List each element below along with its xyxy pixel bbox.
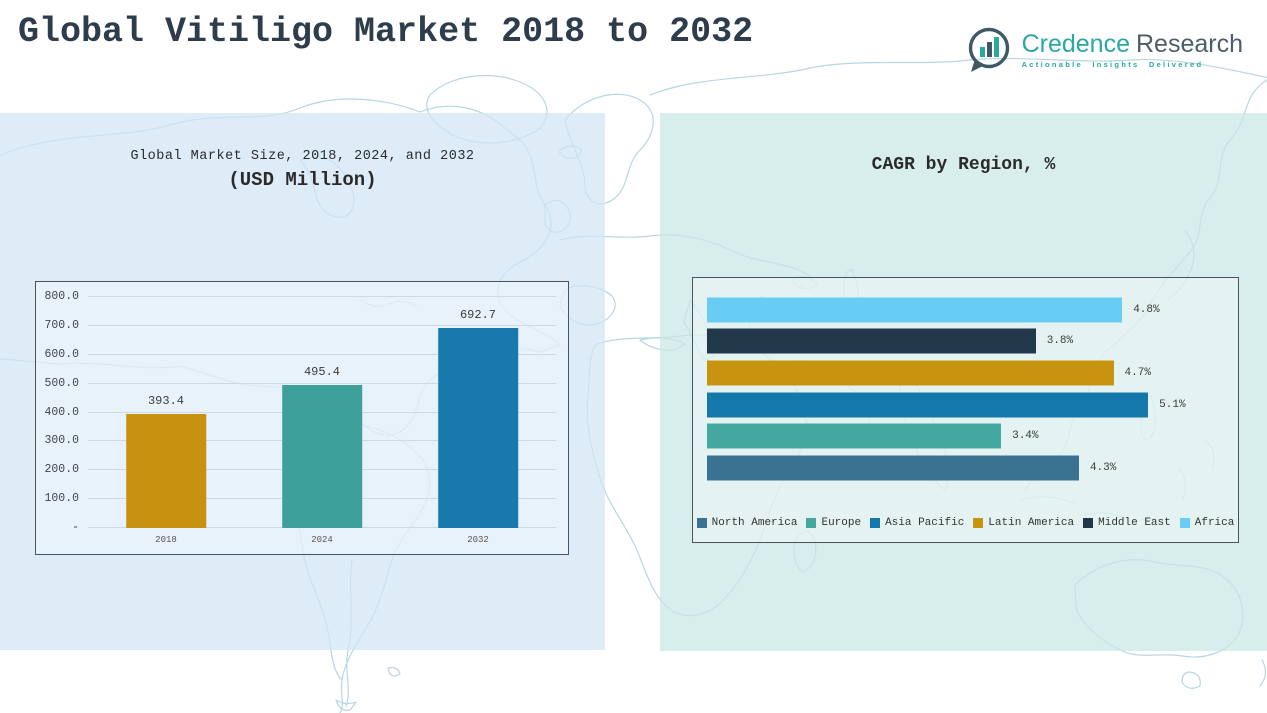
market-size-title-line1: Global Market Size, 2018, 2024, and 2032 [130, 149, 475, 164]
bar-group-2024: 495.4 2024 [282, 297, 362, 545]
bar-row-north-america: 4.3% [707, 452, 1226, 484]
bar-row-europe: 3.4% [707, 421, 1226, 453]
legend-label: Asia Pacific [885, 517, 965, 529]
legend-item-asia-pacific: Asia Pacific [870, 517, 964, 529]
bar-asia-pacific [707, 392, 1149, 418]
cagr-legend: North America Europe Asia Pacific Latin Ame… [693, 517, 1238, 529]
x-axis-label-2024: 2024 [311, 535, 333, 545]
legend-swatch-icon [1179, 518, 1190, 528]
market-size-chart: - 100.0 200.0 300.0 400.0 500.0 600.0 700.0 800.… [35, 281, 569, 555]
legend-label: Middle East [1098, 517, 1171, 529]
bar-value-africa: 4.8% [1133, 303, 1160, 316]
bar-row-latin-america: 4.7% [707, 357, 1226, 389]
cagr-panel: CAGR by Region, % 4.8% 3.8% 4.7% 5.1% 3.4% 4.… [660, 113, 1267, 651]
y-axis-tick-200: 200.0 [44, 463, 79, 477]
legend-item-africa: Africa [1179, 517, 1235, 529]
y-axis-tick-800: 800.0 [44, 290, 79, 303]
bar-europe [707, 423, 1002, 449]
legend-item-europe: Europe [806, 517, 861, 529]
page-title: Global Vitiligo Market 2018 to 2032 [18, 12, 754, 52]
bar-2032 [438, 327, 518, 528]
bar-middle-east [707, 328, 1036, 354]
cagr-chart-title: CAGR by Region, % [660, 155, 1267, 175]
bar-group-2018: 393.4 2018 [126, 297, 206, 545]
legend-swatch-icon [870, 518, 881, 528]
y-axis-tick-700: 700.0 [44, 318, 79, 332]
legend-swatch-icon [973, 518, 984, 528]
x-axis-label-2032: 2032 [467, 535, 489, 545]
bar-value-europe: 3.4% [1012, 430, 1039, 443]
legend-item-north-america: North America [696, 517, 798, 529]
bar-value-north-america: 4.3% [1089, 462, 1117, 475]
x-axis-label-2018: 2018 [155, 535, 177, 545]
legend-label: Europe [821, 517, 862, 529]
bar-value-middle-east: 3.8% [1046, 335, 1074, 348]
legend-swatch-icon [696, 518, 707, 528]
cagr-chart: 4.8% 3.8% 4.7% 5.1% 3.4% 4.3% North America Eu… [692, 277, 1239, 543]
cagr-title-text: CAGR by Region, % [871, 155, 1056, 175]
logo-bar-chart-bubble-icon [968, 27, 1009, 72]
gridline-500 [88, 382, 556, 384]
market-size-title-line2: (USD Million) [228, 169, 377, 191]
legend-swatch-icon [806, 518, 817, 528]
bar-value-2024: 495.4 [303, 364, 340, 379]
y-axis-tick-0: - [72, 521, 79, 534]
y-axis-tick-100: 100.0 [44, 492, 79, 506]
bar-value-2032: 692.7 [459, 307, 496, 322]
legend-label: North America [711, 517, 798, 529]
y-axis-tick-600: 600.0 [44, 347, 79, 361]
gridline-700 [88, 324, 556, 326]
legend-item-latin-america: Latin America [973, 517, 1074, 529]
legend-label: Africa [1194, 517, 1235, 529]
bar-row-middle-east: 3.8% [707, 326, 1226, 358]
brand-logo: Credence Research Actionable Insights Del… [966, 26, 1243, 74]
legend-item-middle-east: Middle East [1083, 517, 1171, 529]
gridline-800 [88, 296, 556, 297]
brand-name: Credence Research [1022, 31, 1243, 57]
legend-label: Latin America [988, 517, 1075, 529]
bar-2024 [282, 384, 362, 528]
bar-africa [707, 297, 1123, 323]
market-size-chart-title: Global Market Size, 2018, 2024, and 2032… [0, 149, 605, 191]
market-size-plot-area: - 100.0 200.0 300.0 400.0 500.0 600.0 700.0 800.… [44, 290, 556, 545]
y-axis-tick-500: 500.0 [44, 376, 79, 390]
legend-swatch-icon [1083, 518, 1094, 528]
brand-name-primary: Credence [1021, 30, 1130, 58]
bar-value-asia-pacific: 5.1% [1159, 398, 1186, 411]
bar-2018 [126, 414, 206, 528]
y-axis-tick-400: 400.0 [44, 405, 79, 419]
bar-north-america [707, 455, 1079, 481]
cagr-plot-area: 4.8% 3.8% 4.7% 5.1% 3.4% 4.3% [707, 294, 1226, 484]
bar-value-latin-america: 4.7% [1124, 367, 1151, 380]
gridline-600 [88, 353, 556, 355]
bar-latin-america [707, 360, 1114, 386]
y-axis-tick-300: 300.0 [44, 434, 79, 448]
brand-tagline: Actionable Insights Delivered [1021, 60, 1204, 69]
bar-row-africa: 4.8% [707, 294, 1226, 326]
bar-row-asia-pacific: 5.1% [707, 389, 1226, 421]
brand-name-secondary: Research [1136, 30, 1243, 58]
bar-group-2032: 692.7 2032 [438, 297, 518, 545]
market-size-panel: Global Market Size, 2018, 2024, and 2032… [0, 113, 605, 650]
bar-value-2018: 393.4 [147, 394, 184, 409]
